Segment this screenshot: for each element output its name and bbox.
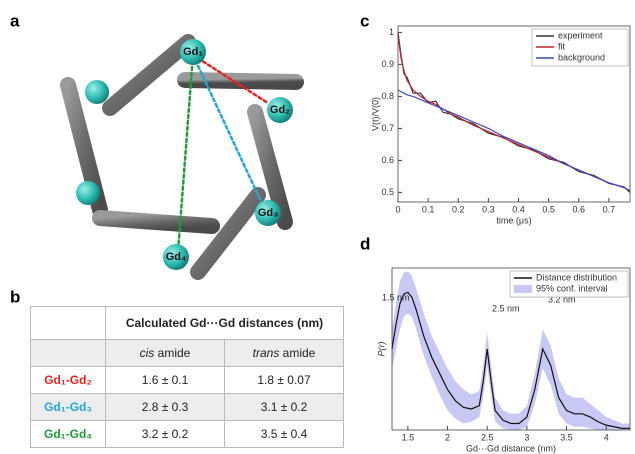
x-tick-label: 0.1 bbox=[422, 204, 435, 214]
x-tick-label: 0.2 bbox=[452, 204, 465, 214]
legend-label: experiment bbox=[558, 30, 603, 40]
table-header: Calculated Gd···Gd distances (nm) bbox=[106, 307, 344, 340]
x-tick-label: 3.5 bbox=[560, 432, 573, 442]
italic-word: cis bbox=[140, 346, 155, 360]
x-tick-label: 0.7 bbox=[603, 204, 616, 214]
x-tick-label: 0.3 bbox=[482, 204, 495, 214]
panel-label: c bbox=[360, 11, 369, 30]
x-tick-label: 3 bbox=[524, 432, 529, 442]
word: amide bbox=[158, 346, 191, 360]
x-tick-label: 2.5 bbox=[481, 432, 494, 442]
legend-label: 95% conf. interval bbox=[536, 283, 608, 293]
x-tick-label: 0.4 bbox=[512, 204, 525, 214]
rod bbox=[185, 80, 296, 82]
cell: 3.1 ± 0.2 bbox=[225, 394, 344, 421]
word: amide bbox=[283, 346, 316, 360]
empty-cell bbox=[31, 340, 106, 367]
legend-label: fit bbox=[558, 41, 566, 51]
cell: 2.8 ± 0.3 bbox=[106, 394, 225, 421]
figure: a b c d Gd₁ Gd₂ Gd₃ Gd₄ 0 0.1 0.2 0.3 0.4 0.5… bbox=[0, 0, 635, 454]
cell: 1.6 ± 0.1 bbox=[106, 367, 225, 394]
ion-sphere bbox=[85, 80, 109, 104]
empty-cell bbox=[31, 307, 106, 340]
peak-annotation: 2.5 nm bbox=[492, 303, 520, 313]
row-label: Gd₁-Gd₄ bbox=[31, 421, 106, 448]
ion-label: Gd₁ bbox=[183, 46, 203, 58]
ion-sphere bbox=[76, 181, 100, 205]
x-tick-label: 1.5 bbox=[402, 432, 415, 442]
rod bbox=[110, 42, 188, 108]
legend-label: background bbox=[558, 52, 605, 62]
y-tick-label: 0.5 bbox=[381, 187, 394, 197]
y-tick-label: 0.8 bbox=[381, 91, 394, 101]
x-axis-label: Gd···Gd distance (nm) bbox=[466, 443, 556, 453]
ion-label: Gd₄ bbox=[166, 251, 187, 263]
column-header: cis amide bbox=[106, 340, 225, 367]
italic-word: trans bbox=[253, 346, 280, 360]
ion-label: Gd₂ bbox=[270, 104, 290, 116]
x-tick-label: 4 bbox=[604, 432, 609, 442]
ion-label: Gd₃ bbox=[258, 207, 278, 219]
y-tick-label: 1 bbox=[389, 27, 394, 37]
y-tick-label: 0.9 bbox=[381, 59, 394, 69]
y-tick-label: 0.6 bbox=[381, 155, 394, 165]
y-axis-label: P(r) bbox=[376, 342, 386, 357]
x-tick-label: 0.6 bbox=[573, 204, 586, 214]
x-tick-label: 2 bbox=[445, 432, 450, 442]
cell: 3.2 ± 0.2 bbox=[106, 421, 225, 448]
x-axis-label: time (μs) bbox=[496, 215, 531, 225]
legend-patch bbox=[514, 285, 532, 293]
legend-label: Distance distribution bbox=[536, 272, 617, 282]
cell: 3.5 ± 0.4 bbox=[225, 421, 344, 448]
panel-label: a bbox=[10, 11, 20, 30]
row-label: Gd₁-Gd₃ bbox=[31, 394, 106, 421]
y-tick-label: 0.7 bbox=[381, 123, 394, 133]
distance-table: Calculated Gd···Gd distances (nm) cis am… bbox=[30, 306, 344, 448]
peak-annotation: 1.5 nm bbox=[382, 292, 410, 302]
cell: 1.8 ± 0.07 bbox=[225, 367, 344, 394]
x-tick-label: 0 bbox=[395, 204, 400, 214]
panel-label: d bbox=[360, 234, 370, 253]
row-label: Gd₁-Gd₂ bbox=[31, 367, 106, 394]
y-axis-label: V(t)/V(0) bbox=[370, 97, 380, 131]
structure-diagram: Gd₁ Gd₂ Gd₃ Gd₄ bbox=[68, 39, 296, 272]
rod bbox=[100, 218, 212, 226]
column-header: trans amide bbox=[225, 340, 344, 367]
x-tick-label: 0.5 bbox=[542, 204, 555, 214]
panel-label: b bbox=[10, 287, 20, 306]
